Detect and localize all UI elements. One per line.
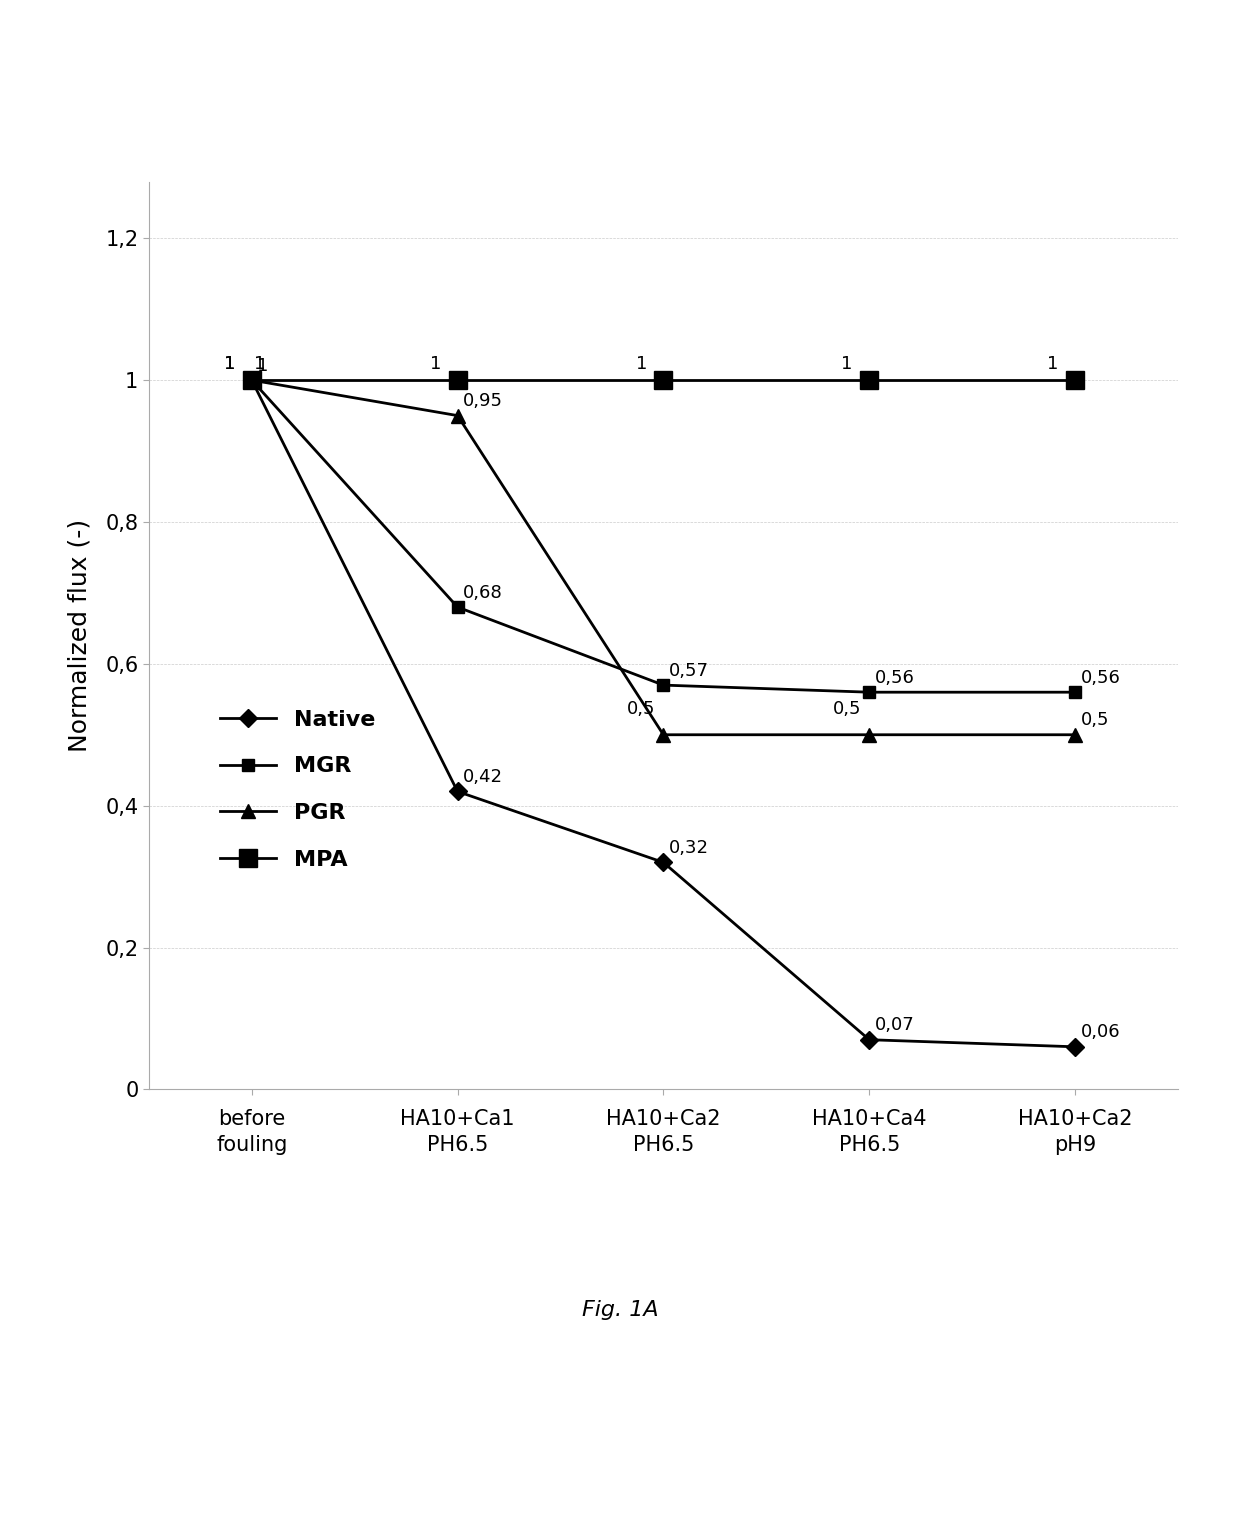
Y-axis label: Normalized flux (-): Normalized flux (-) [67, 519, 92, 752]
Text: 0,42: 0,42 [463, 769, 503, 785]
Text: 0,07: 0,07 [874, 1017, 915, 1035]
Legend: Native, MGR, PGR, MPA: Native, MGR, PGR, MPA [211, 701, 384, 879]
Text: 0,5: 0,5 [833, 701, 862, 719]
Text: 1: 1 [254, 356, 265, 374]
Text: 0,57: 0,57 [668, 661, 709, 679]
Text: 1: 1 [224, 356, 236, 374]
MGR [862, 684, 877, 702]
PGR [1068, 726, 1083, 744]
Text: 1: 1 [224, 356, 236, 374]
MGR [1068, 684, 1083, 702]
Native [862, 1030, 877, 1049]
MGR [450, 598, 465, 616]
Text: 1: 1 [257, 357, 269, 375]
Text: Fig. 1A: Fig. 1A [582, 1300, 658, 1321]
Native [244, 371, 259, 389]
PGR [862, 726, 877, 744]
PGR [450, 407, 465, 425]
Native [656, 853, 671, 871]
Line: PGR: PGR [244, 374, 1083, 741]
MPA [656, 371, 671, 389]
MGR [656, 676, 671, 694]
Native [450, 782, 465, 800]
Text: 0,5: 0,5 [627, 701, 656, 719]
Text: 0,68: 0,68 [463, 584, 503, 602]
Text: 1: 1 [842, 356, 853, 374]
PGR [656, 726, 671, 744]
MPA [244, 371, 259, 389]
MPA [450, 371, 465, 389]
Line: Native: Native [246, 374, 1081, 1053]
Text: 0,56: 0,56 [874, 669, 915, 687]
MGR [244, 371, 259, 389]
Line: MPA: MPA [243, 371, 1084, 389]
Text: 1: 1 [1048, 356, 1059, 374]
PGR [244, 371, 259, 389]
MPA [862, 371, 877, 389]
Text: 0,32: 0,32 [668, 838, 709, 856]
Text: 0,56: 0,56 [1080, 669, 1121, 687]
Text: 1: 1 [430, 356, 441, 374]
Text: 0,06: 0,06 [1080, 1023, 1120, 1041]
Line: MGR: MGR [247, 375, 1080, 697]
Text: 0,95: 0,95 [463, 392, 503, 410]
Text: 0,5: 0,5 [1080, 711, 1109, 729]
Native [1068, 1038, 1083, 1056]
Text: 1: 1 [636, 356, 647, 374]
MPA [1068, 371, 1083, 389]
